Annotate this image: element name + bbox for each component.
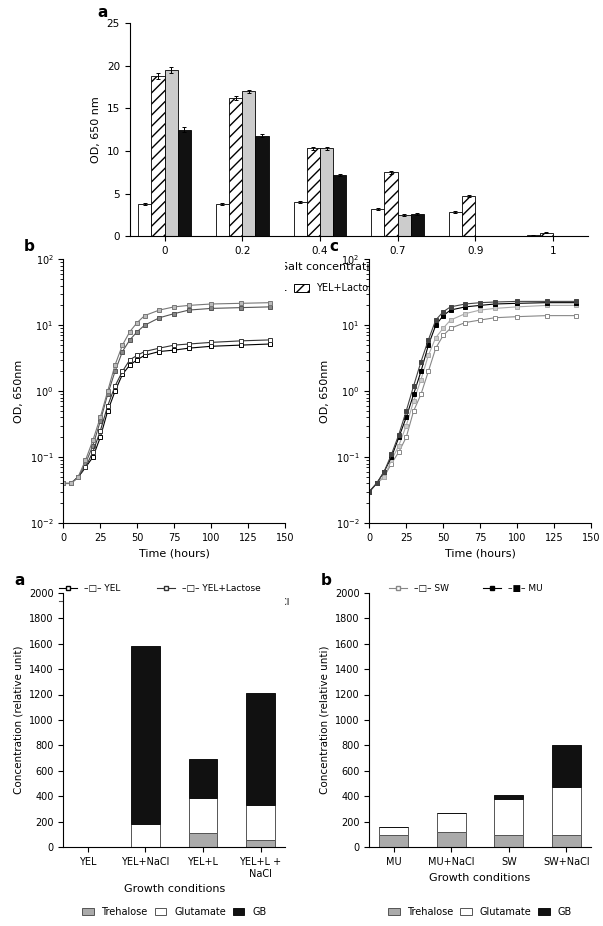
Bar xyxy=(246,806,275,840)
Bar xyxy=(216,204,229,236)
Bar xyxy=(246,694,275,806)
Bar xyxy=(294,202,307,236)
X-axis label: Time (hours): Time (hours) xyxy=(139,548,210,558)
Legend: –□– YEL, –□– YEL+ NaCl, –□– YEL+Lactose, –□– YEL+Lactose+NaCl: –□– YEL, –□– YEL+ NaCl, –□– YEL+Lactose,… xyxy=(55,581,293,610)
Bar xyxy=(449,212,462,236)
Bar xyxy=(189,833,217,847)
Bar xyxy=(333,175,346,236)
X-axis label: Salt concentration (mol.L⁻¹): Salt concentration (mol.L⁻¹) xyxy=(281,261,437,271)
Bar xyxy=(552,745,581,787)
Legend: Trehalose, Glutamate, GB: Trehalose, Glutamate, GB xyxy=(384,903,576,920)
Bar xyxy=(256,135,269,236)
Bar xyxy=(189,797,217,833)
Y-axis label: Concentration (relative unit): Concentration (relative unit) xyxy=(13,645,24,795)
Bar xyxy=(138,204,151,236)
Bar xyxy=(320,148,333,236)
Bar xyxy=(462,196,475,236)
Bar xyxy=(379,827,408,834)
Text: c: c xyxy=(329,239,338,255)
Bar xyxy=(242,92,256,236)
Y-axis label: OD, 650nm: OD, 650nm xyxy=(14,359,24,423)
Bar xyxy=(371,209,385,236)
Text: b: b xyxy=(320,573,332,588)
Bar xyxy=(552,834,581,847)
Bar xyxy=(178,130,191,236)
Bar xyxy=(494,799,523,834)
Bar xyxy=(189,759,217,797)
Text: b: b xyxy=(24,239,34,255)
Y-axis label: OD, 650nm: OD, 650nm xyxy=(320,359,330,423)
Bar xyxy=(437,832,466,847)
Text: a: a xyxy=(14,573,25,588)
Bar xyxy=(437,813,466,832)
Bar xyxy=(411,214,424,236)
Bar xyxy=(540,232,553,236)
Legend: –□– SW, –□– SW+NaCl, –■– MU, –■– MU+NaCl: –□– SW, –□– SW+NaCl, –■– MU, –■– MU+NaCl xyxy=(385,581,575,610)
X-axis label: Time (hours): Time (hours) xyxy=(444,548,516,558)
Legend: YEL, YEL+Lactose, MU, SW: YEL, YEL+Lactose, MU, SW xyxy=(242,280,475,297)
Text: a: a xyxy=(98,5,108,19)
Bar xyxy=(494,795,523,799)
Bar xyxy=(151,76,165,236)
Bar xyxy=(246,840,275,847)
Bar xyxy=(494,834,523,847)
Bar xyxy=(131,824,160,846)
Bar xyxy=(385,172,397,236)
Legend: Trehalose, Glutamate, GB: Trehalose, Glutamate, GB xyxy=(78,903,270,920)
X-axis label: Growth conditions: Growth conditions xyxy=(429,872,531,882)
Bar xyxy=(165,70,178,236)
Bar xyxy=(131,646,160,824)
Bar xyxy=(229,98,242,236)
Y-axis label: Concentration (relative unti): Concentration (relative unti) xyxy=(320,645,329,795)
Y-axis label: OD, 650 nm: OD, 650 nm xyxy=(91,96,101,163)
X-axis label: Growth conditions: Growth conditions xyxy=(124,884,225,895)
Bar xyxy=(397,215,411,236)
Bar xyxy=(379,834,408,847)
Bar xyxy=(307,148,320,236)
Bar xyxy=(552,787,581,834)
